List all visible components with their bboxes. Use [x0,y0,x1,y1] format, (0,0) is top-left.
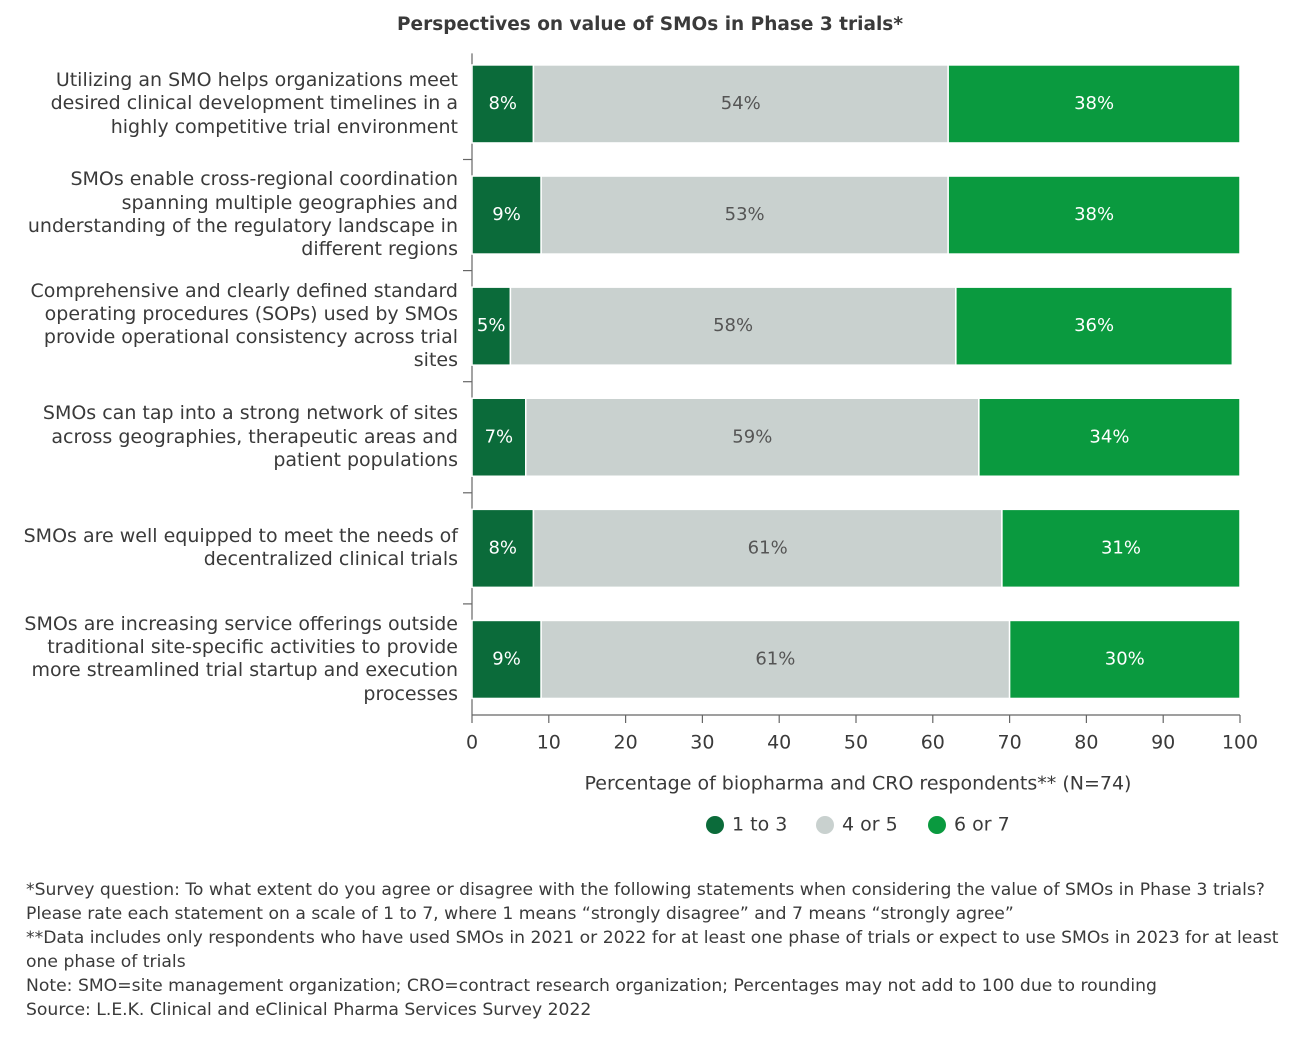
footnote: Note: SMO=site management organization; … [26,976,1157,996]
data-label: 61% [748,537,788,558]
x-tick-label: 100 [1222,732,1258,754]
bar-segment [471,508,535,589]
data-label: 5% [477,315,506,336]
data-label: 53% [725,204,765,225]
data-label: 59% [732,426,772,447]
footnote: **Data includes only respondents who hav… [26,928,1279,972]
category-label: Utilizing an SMO helps organizations mee… [50,68,458,138]
x-tick-label: 10 [537,732,561,754]
category-label: Comprehensive and clearly defined standa… [30,279,458,372]
x-tick-label: 90 [1151,732,1175,754]
data-label: 8% [488,537,517,558]
data-label: 54% [721,93,761,114]
footnotes: *Survey question: To what extent do you … [26,878,1281,1022]
x-tick-label: 20 [614,732,638,754]
bar-segment [509,286,957,366]
legend-marker [706,816,724,834]
data-label: 34% [1089,426,1129,447]
category-label: SMOs are increasing service offerings ou… [24,612,458,705]
data-label: 61% [755,648,795,669]
footnote: *Survey question: To what extent do you … [26,880,1265,924]
bar-segment [471,64,535,144]
chart-title: Perspectives on value of SMOs in Phase 3… [397,14,903,35]
bar-segment [471,175,542,255]
x-tick-label: 60 [921,732,945,754]
data-label: 9% [492,204,521,225]
bar-segment [1001,508,1241,589]
legend-marker [928,816,946,834]
legend-marker [816,816,834,834]
data-label: 9% [492,648,521,669]
data-label: 38% [1074,93,1114,114]
bar-segment [540,619,1011,700]
data-label: 8% [488,93,517,114]
category-label: SMOs enable cross-regional coordination … [27,168,458,261]
footnote: Source: L.E.K. Clinical and eClinical Ph… [26,1000,592,1020]
x-tick-label: 40 [767,732,791,754]
x-tick-label: 50 [844,732,868,754]
bar-segment [1008,619,1241,700]
bar-segment [947,175,1241,255]
x-tick-label: 80 [1074,732,1098,754]
x-tick-label: 30 [690,732,714,754]
bar-segment [955,286,1234,366]
category-label: SMOs are well equipped to meet the needs… [23,525,458,571]
legend-label: 4 or 5 [842,814,898,836]
x-axis-label: Percentage of biopharma and CRO responde… [585,773,1132,795]
bar-segment [947,64,1241,144]
data-label: 38% [1074,204,1114,225]
bar-segment [532,64,949,144]
bar-segment [540,175,949,255]
bar-segment [532,508,1003,589]
x-tick-label: 0 [466,732,478,754]
bar-segment [978,397,1241,477]
bar-segment [471,619,542,700]
chart: Perspectives on value of SMOs in Phase 3… [397,14,1258,836]
category-label: SMOs can tap into a strong network of si… [42,402,458,471]
legend-label: 1 to 3 [732,814,787,836]
x-tick-label: 70 [998,732,1022,754]
bar-segment [471,397,527,477]
data-label: 31% [1101,537,1141,558]
data-label: 36% [1074,315,1114,336]
data-label: 30% [1105,648,1145,669]
data-label: 7% [485,426,514,447]
data-label: 58% [713,315,753,336]
legend-label: 6 or 7 [954,814,1010,836]
